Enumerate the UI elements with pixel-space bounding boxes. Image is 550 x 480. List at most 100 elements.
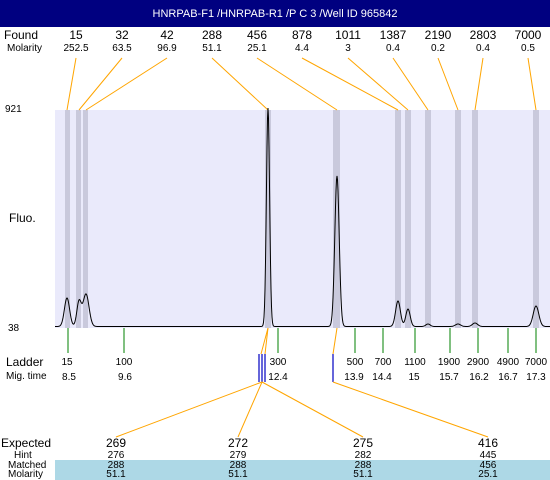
plot-area [55, 110, 550, 328]
hint-label: Hint [14, 450, 32, 461]
ladder-size: 500 [346, 357, 364, 368]
found-size: 2190 [424, 28, 452, 42]
ladder-size: 1100 [404, 357, 426, 368]
found-connector [256, 57, 338, 111]
found-size: 456 [246, 28, 268, 42]
ladder-size: 300 [269, 357, 287, 368]
found-size: 2803 [469, 28, 497, 42]
found-molarity: 96.9 [157, 43, 177, 54]
found-molarity: 4.4 [295, 43, 309, 54]
matched-size: 288 [354, 460, 372, 471]
peak-band [83, 110, 88, 328]
y-max-label: 921 [5, 104, 22, 115]
expected-label: Expected [1, 436, 52, 450]
peak-band [472, 110, 478, 328]
matched-size: 288 [229, 460, 247, 471]
peak-band [533, 110, 539, 328]
peak-band [455, 110, 461, 328]
ladder-size: 4900 [496, 357, 520, 368]
ladder-time: 8.5 [62, 372, 76, 383]
ladder-size: 2900 [466, 357, 490, 368]
found-connector [78, 57, 123, 111]
found-size: 32 [115, 28, 129, 42]
matched-molarity: 51.1 [228, 469, 248, 480]
marker-connector [332, 327, 338, 355]
ladder-time: 15 [408, 372, 420, 383]
matched-band [55, 460, 550, 480]
matched-size: 456 [479, 460, 497, 471]
matched-molarity: 51.1 [353, 469, 373, 480]
found-molarity: 252.5 [63, 43, 89, 54]
peak-band [65, 110, 70, 328]
found-molarity: 0.4 [476, 43, 490, 54]
ladder-time: 9.6 [118, 372, 132, 383]
found-size: 15 [69, 28, 83, 42]
hint-size: 445 [479, 450, 497, 461]
expected-size: 416 [477, 436, 499, 450]
fluo-label: Fluo. [9, 211, 36, 225]
expected-size: 272 [227, 436, 249, 450]
expected-connector [332, 381, 489, 438]
ladder-time: 14.4 [372, 372, 392, 383]
ladder-time: 17.3 [526, 372, 546, 383]
ladder-time: 12.4 [268, 372, 288, 383]
found-size: 7000 [514, 28, 542, 42]
y-min-label: 38 [8, 323, 20, 334]
matched-label: Matched [8, 460, 47, 471]
peak-band [425, 110, 431, 328]
matched-molarity: 51.1 [106, 469, 126, 480]
found-connector [211, 57, 269, 111]
hint-size: 276 [107, 450, 125, 461]
peak-band [333, 110, 340, 328]
found-connector [347, 57, 409, 111]
found-connector [301, 57, 399, 111]
found-size: 42 [160, 28, 174, 42]
molarity-bottom-label: Molarity [8, 469, 44, 480]
expected-size: 269 [105, 436, 127, 450]
ladder-time: 16.7 [498, 372, 518, 383]
marker-connector [264, 327, 269, 355]
found-connector [437, 57, 459, 111]
found-molarity: 0.2 [431, 43, 445, 54]
mig-time-label: Mig. time [6, 371, 47, 382]
found-molarity: 3 [345, 43, 351, 54]
title-bar: HNRPAB-F1 /HNRPAB-R1 /P C 3 /Well ID 965… [0, 0, 550, 27]
peak-band [405, 110, 411, 328]
found-connector [474, 57, 484, 111]
ladder-time: 15.7 [439, 372, 459, 383]
found-molarity: 63.5 [112, 43, 132, 54]
ladder-label: Ladder [6, 355, 44, 369]
found-size: 878 [291, 28, 313, 42]
peak-band [76, 110, 81, 328]
expected-connector [115, 381, 263, 438]
found-molarity: 25.1 [247, 43, 267, 54]
expected-connector [237, 381, 263, 438]
found-connector [392, 57, 429, 111]
found-connector [85, 57, 168, 111]
peak-band [395, 110, 401, 328]
found-size: 1011 [335, 28, 361, 42]
ladder-size: 700 [374, 357, 392, 368]
found-size: 288 [201, 28, 223, 42]
ladder-size: 1900 [437, 357, 461, 368]
well-title: HNRPAB-F1 /HNRPAB-R1 /P C 3 /Well ID 965… [152, 7, 398, 20]
matched-size: 288 [107, 460, 125, 471]
peak-band [265, 110, 271, 328]
ladder-time: 16.2 [469, 372, 489, 383]
found-molarity: 51.1 [202, 43, 222, 54]
matched-molarity: 25.1 [478, 469, 498, 480]
ladder-size: 15 [61, 357, 73, 368]
marker-connector [260, 327, 269, 355]
found-size: 1387 [379, 28, 407, 42]
ladder-size: 7000 [524, 357, 548, 368]
expected-size: 275 [352, 436, 374, 450]
ladder-size: 100 [115, 357, 133, 368]
ladder-time: 13.9 [344, 372, 364, 383]
expected-connector [261, 381, 364, 438]
molarity-label: Molarity [7, 43, 43, 54]
found-label: Found [4, 28, 39, 42]
found-molarity: 0.4 [386, 43, 400, 54]
found-connector [66, 57, 77, 111]
